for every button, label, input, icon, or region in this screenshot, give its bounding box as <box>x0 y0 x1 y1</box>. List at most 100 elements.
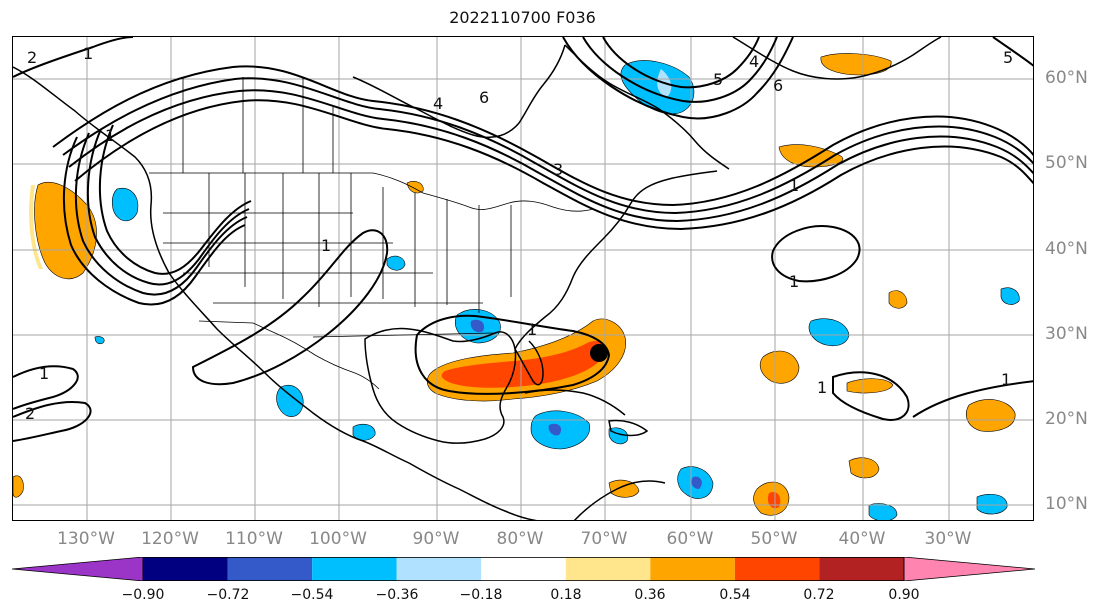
contour-bc-1 <box>98 124 252 275</box>
contour-northwest-corner <box>13 37 134 78</box>
colorbar-tick-label: 0.72 <box>803 587 835 603</box>
lon-label-130w: 130°W <box>57 529 115 549</box>
contour-greenland-2 <box>582 37 778 103</box>
shade-pacific-yellow-rim <box>29 185 43 269</box>
colorbar-outline <box>142 557 905 581</box>
shade-atlantic-orange-mid <box>759 350 800 384</box>
lon-label-110w: 110°W <box>225 529 283 549</box>
contour-label: 1 <box>39 364 49 383</box>
shade-atlantic-orange-mid2 <box>846 378 894 394</box>
contour-label: 1 <box>105 126 115 145</box>
lon-label-60w: 60°W <box>666 529 714 549</box>
colorbar-tick-label: 0.36 <box>634 587 666 603</box>
political-borders <box>149 77 594 390</box>
contour-greenland-east <box>992 37 1033 67</box>
contour-trough-3 <box>86 128 250 286</box>
lat-label-30n: 30°N <box>1045 324 1088 344</box>
colorbar-tick-label: −0.90 <box>121 587 165 603</box>
contour-sw-us <box>191 229 389 386</box>
shade-atlantic-orange-north <box>778 144 844 168</box>
colorbar <box>12 557 1036 581</box>
contour-label: 3 <box>553 160 563 179</box>
coast-gulf-of-mexico <box>364 327 517 444</box>
lon-label-50w: 50°W <box>750 529 798 549</box>
lon-label-80w: 80°W <box>496 529 544 549</box>
border-us-mexico <box>198 320 380 390</box>
coast-hudson-bay <box>352 44 566 139</box>
shade-lesser-antilles-purple <box>691 476 702 489</box>
contour-label: 5 <box>713 70 723 89</box>
colorbar-segment <box>819 557 904 581</box>
contour-hurricane <box>414 314 611 395</box>
contour-jet-1 <box>52 65 1033 207</box>
shade-east-orange-30n <box>888 290 908 309</box>
lon-label-30w: 30°W <box>924 529 972 549</box>
shade-carolina-purple <box>470 319 485 333</box>
colorbar-segment <box>396 557 482 581</box>
contour-atlantic-east <box>832 371 910 421</box>
lat-label-10n: 10°N <box>1045 494 1088 514</box>
coast-hispaniola <box>608 419 649 437</box>
colorbar-segment <box>227 557 313 581</box>
shade-caribbean-purple <box>548 423 562 436</box>
colorbar-tick-label: −0.36 <box>375 587 419 603</box>
shade-lakes-orange <box>406 181 424 194</box>
colorbar-segment <box>312 557 397 581</box>
shade-antilles-orange <box>608 479 640 498</box>
shade-plains-blue <box>386 255 406 271</box>
coast-us-east <box>514 170 718 350</box>
lat-label-50n: 50°N <box>1045 153 1088 173</box>
lon-label-90w: 90°W <box>412 529 460 549</box>
colorbar-extend-min <box>12 557 144 581</box>
colorbar-tick-label: −0.18 <box>459 587 503 603</box>
state-grid-2 <box>163 212 494 338</box>
colorbar-tick-label: 0.18 <box>550 587 582 603</box>
map-panel: 2 1 4 6 3 4 5 6 5 1 1 1 1 1 1 1 2 1 <box>12 36 1034 521</box>
contour-atlantic-far-east <box>912 380 1033 418</box>
coast-florida <box>514 340 544 386</box>
contour-label: 4 <box>749 52 759 71</box>
coast-north-america-west <box>13 66 537 520</box>
lon-label-100w: 100°W <box>309 529 367 549</box>
contour-label: 2 <box>25 404 35 423</box>
shade-atlantic-blue-east <box>808 318 850 347</box>
contour-pacific-2 <box>13 401 92 442</box>
shade-atlantic-orange-east <box>966 399 1016 432</box>
contour-greenland-3 <box>602 37 760 89</box>
lon-label-70w: 70°W <box>580 529 628 549</box>
coastlines <box>13 37 942 520</box>
shade-tropical-orange-mid <box>848 457 880 479</box>
shade-tropical-blue-east <box>976 494 1008 515</box>
lat-label-20n: 20°N <box>1045 409 1088 429</box>
contour-label: 1 <box>789 272 799 291</box>
colorbar-tick-label: 0.90 <box>888 587 920 603</box>
contour-label: 6 <box>773 76 783 95</box>
coast-south-america <box>573 480 666 520</box>
contour-greenland-1 <box>562 37 794 120</box>
contour-label: 4 <box>433 94 443 113</box>
contour-label: 1 <box>817 378 827 397</box>
colorbar-tick-label: −0.54 <box>290 587 334 603</box>
colorbar-segment <box>565 557 651 581</box>
contour-pacific-1 <box>13 365 79 410</box>
colorbar-segment <box>143 557 228 581</box>
shade-labrador-blue <box>620 60 695 115</box>
colorbar-extend-max <box>903 557 1036 581</box>
colorbar-segment <box>734 557 820 581</box>
colorbar-segment <box>481 557 566 581</box>
colorbar-segment <box>650 557 735 581</box>
map-canvas: 2 1 4 6 3 4 5 6 5 1 1 1 1 1 1 1 2 1 <box>13 37 1033 520</box>
shade-east-blue-30n <box>1000 287 1020 305</box>
contour-label: 2 <box>27 48 37 67</box>
map-title: 2022110700 F036 <box>449 8 596 27</box>
coast-greenland <box>732 37 942 80</box>
storm-center-marker <box>590 344 608 362</box>
contour-jet-3 <box>68 89 1033 223</box>
contour-jet-4 <box>74 99 1033 231</box>
contour-atlantic-low <box>771 225 861 283</box>
shade-tropical-red <box>767 491 781 509</box>
shade-tropical-blue-mid <box>868 503 898 520</box>
lon-label-120w: 120°W <box>141 529 199 549</box>
contour-label: 1 <box>527 320 537 339</box>
contour-trough-2 <box>74 132 248 296</box>
